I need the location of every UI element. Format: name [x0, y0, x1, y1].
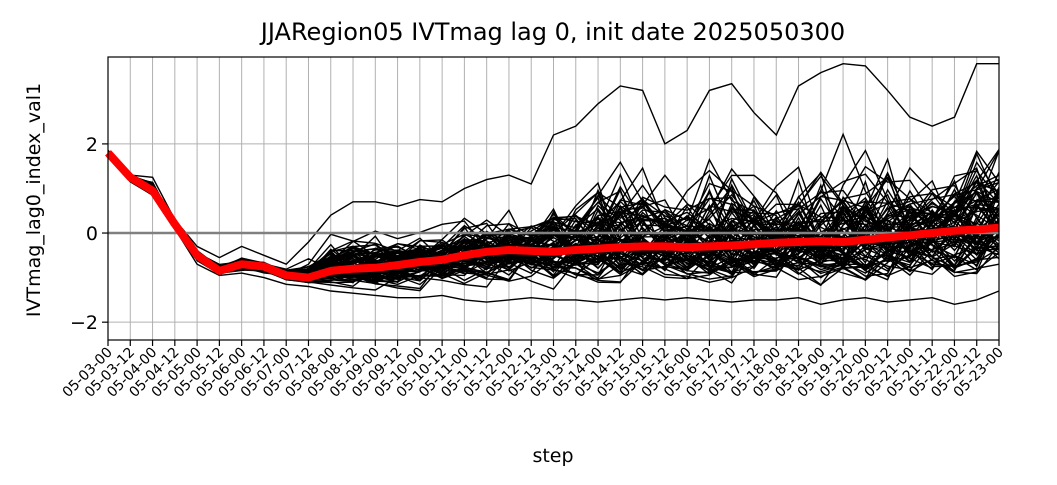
x-axis-ticks: 05-03-0005-03-1205-04-0005-04-1205-05-00… — [60, 340, 1007, 401]
y-tick-label: 2 — [86, 134, 98, 156]
chart-title: JJARegion05 IVTmag lag 0, init date 2025… — [259, 18, 845, 46]
y-tick-label: 0 — [86, 223, 98, 245]
x-axis-label: step — [532, 445, 573, 467]
y-tick-label: −2 — [70, 312, 98, 334]
ensemble-member-line — [107, 62, 999, 266]
y-axis-ticks: −2 0 2 — [70, 134, 108, 334]
y-axis-label: IVTmag_lag0_index_val1 — [23, 83, 45, 317]
ensemble-mean-line — [105, 150, 1000, 282]
ensemble-member-line — [107, 156, 1000, 306]
